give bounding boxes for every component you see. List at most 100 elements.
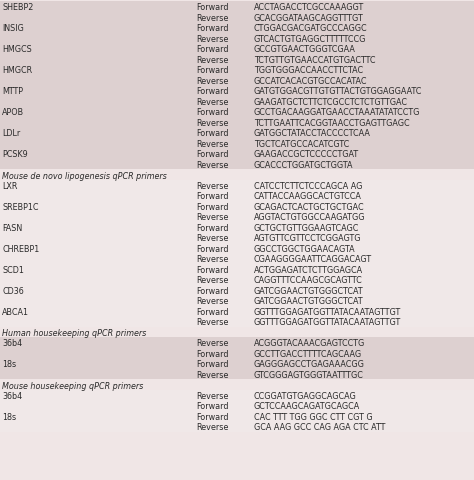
Text: CATTACCAAGGCACTGTCCA: CATTACCAAGGCACTGTCCA: [254, 192, 362, 201]
Text: Reverse: Reverse: [197, 56, 229, 65]
Text: Forward: Forward: [197, 87, 229, 96]
Text: HMGCR: HMGCR: [2, 66, 33, 75]
Text: PCSK9: PCSK9: [2, 150, 28, 159]
Text: 36b4: 36b4: [2, 338, 22, 348]
Text: Reverse: Reverse: [197, 97, 229, 107]
Text: Reverse: Reverse: [197, 391, 229, 400]
Text: Reverse: Reverse: [197, 370, 229, 379]
Text: Reverse: Reverse: [197, 119, 229, 128]
Text: ABCA1: ABCA1: [2, 307, 29, 316]
Bar: [0, 295, 474, 306]
Bar: [0, 86, 474, 96]
Text: APOB: APOB: [2, 108, 25, 117]
Bar: [0, 23, 474, 34]
Text: TCTGTTGTGAACCATGTGACTTC: TCTGTTGTGAACCATGTGACTTC: [254, 56, 375, 65]
Text: GCTGCTGTTGGAAGTCAGC: GCTGCTGTTGGAAGTCAGC: [254, 223, 359, 232]
Text: Reverse: Reverse: [197, 160, 229, 169]
Text: Reverse: Reverse: [197, 181, 229, 191]
Text: Forward: Forward: [197, 349, 229, 358]
Text: Forward: Forward: [197, 244, 229, 253]
Text: GCA AAG GCC CAG AGA CTC ATT: GCA AAG GCC CAG AGA CTC ATT: [254, 422, 385, 432]
Text: Reverse: Reverse: [197, 276, 229, 285]
Text: Forward: Forward: [197, 3, 229, 12]
Text: Forward: Forward: [197, 401, 229, 410]
Text: Forward: Forward: [197, 24, 229, 33]
Text: GGCCTGGCTGGAACAGTA: GGCCTGGCTGGAACAGTA: [254, 244, 355, 253]
Text: CHREBP1: CHREBP1: [2, 244, 40, 253]
Bar: [0, 75, 474, 86]
Text: Forward: Forward: [197, 203, 229, 211]
Text: Reverse: Reverse: [197, 338, 229, 348]
Text: 36b4: 36b4: [2, 391, 22, 400]
Bar: [0, 212, 474, 222]
Bar: [0, 12, 474, 23]
Text: CTGGACGACGATGCCCAGGC: CTGGACGACGATGCCCAGGC: [254, 24, 367, 33]
Bar: [0, 316, 474, 327]
Text: Forward: Forward: [197, 286, 229, 295]
Text: GGTTTGGAGATGGTTATACAATAGTTGT: GGTTTGGAGATGGTTATACAATAGTTGT: [254, 318, 401, 326]
Text: GATGGCTATACCTACCCCTCAA: GATGGCTATACCTACCCCTCAA: [254, 129, 371, 138]
Text: ACGGGTACAAACGAGTCCTG: ACGGGTACAAACGAGTCCTG: [254, 338, 365, 348]
Text: GCCTGACAAGGATGAACCTAAATATATCCTG: GCCTGACAAGGATGAACCTAAATATATCCTG: [254, 108, 420, 117]
Text: 18s: 18s: [2, 412, 17, 421]
Bar: [0, 117, 474, 128]
Text: Reverse: Reverse: [197, 297, 229, 306]
Bar: [0, 201, 474, 212]
Bar: [0, 149, 474, 159]
Bar: [0, 96, 474, 107]
Text: GCAGACTCACTGCTGCTGAC: GCAGACTCACTGCTGCTGAC: [254, 203, 364, 211]
Text: SCD1: SCD1: [2, 265, 24, 274]
Text: INSIG: INSIG: [2, 24, 24, 33]
Bar: [0, 285, 474, 295]
Text: Mouse housekeeping qPCR primers: Mouse housekeeping qPCR primers: [2, 381, 144, 390]
Bar: [0, 275, 474, 285]
Text: CCGGATGTGAGGCAGCAG: CCGGATGTGAGGCAGCAG: [254, 391, 356, 400]
Text: GAGGGAGCCTGAGAAACGG: GAGGGAGCCTGAGAAACGG: [254, 360, 365, 369]
Text: Forward: Forward: [197, 150, 229, 159]
Text: GTCGGGAGTGGGTAATTTGC: GTCGGGAGTGGGTAATTTGC: [254, 370, 364, 379]
Text: TGGTGGGACCAACCTTCTAC: TGGTGGGACCAACCTTCTAC: [254, 66, 363, 75]
Text: GCACGGATAAGCAGGTTTGT: GCACGGATAAGCAGGTTTGT: [254, 14, 364, 23]
Text: GATGTGGACGTTGTGTTACTGTGGAGGAATC: GATGTGGACGTTGTGTTACTGTGGAGGAATC: [254, 87, 422, 96]
Text: Forward: Forward: [197, 360, 229, 369]
Text: GAAGATGCTCTTCTCGCCTCTCTGTTGAC: GAAGATGCTCTTCTCGCCTCTCTGTTGAC: [254, 97, 408, 107]
Text: AGTGTTCGTTCCTCGGAGTG: AGTGTTCGTTCCTCGGAGTG: [254, 234, 361, 243]
Text: Reverse: Reverse: [197, 422, 229, 432]
Bar: [0, 421, 474, 432]
Text: Reverse: Reverse: [197, 234, 229, 243]
Bar: [0, 54, 474, 65]
Bar: [0, 264, 474, 275]
Text: Reverse: Reverse: [197, 318, 229, 326]
Text: CAC TTT TGG GGC CTT CGT G: CAC TTT TGG GGC CTT CGT G: [254, 412, 372, 421]
Text: LXR: LXR: [2, 181, 18, 191]
Text: GGTTTGGAGATGGTTATACAATAGTTGT: GGTTTGGAGATGGTTATACAATAGTTGT: [254, 307, 401, 316]
Text: ACCTAGACCTCGCCAAAGGT: ACCTAGACCTCGCCAAAGGT: [254, 3, 364, 12]
Text: FASN: FASN: [2, 223, 23, 232]
Bar: [0, 138, 474, 149]
Text: GCACCCTGGATGCTGGTA: GCACCCTGGATGCTGGTA: [254, 160, 353, 169]
Text: Reverse: Reverse: [197, 213, 229, 222]
Text: TCTTGAATTCACGGTAACCTGAGTTGAGC: TCTTGAATTCACGGTAACCTGAGTTGAGC: [254, 119, 409, 128]
Text: Forward: Forward: [197, 307, 229, 316]
Text: Reverse: Reverse: [197, 35, 229, 44]
Text: Forward: Forward: [197, 265, 229, 274]
Text: TGCTCATGCCACATCGTC: TGCTCATGCCACATCGTC: [254, 140, 349, 148]
Text: Forward: Forward: [197, 108, 229, 117]
Bar: [0, 159, 474, 169]
Text: SHEBP2: SHEBP2: [2, 3, 34, 12]
Text: GTCACTGTGAGGCTTTTTCCG: GTCACTGTGAGGCTTTTTCCG: [254, 35, 366, 44]
Text: GCCTTGACCTTTTCAGCAAG: GCCTTGACCTTTTCAGCAAG: [254, 349, 362, 358]
Bar: [0, 348, 474, 358]
Text: Forward: Forward: [197, 129, 229, 138]
Text: 18s: 18s: [2, 360, 17, 369]
Bar: [0, 128, 474, 138]
Text: AGGTACTGTGGCCAAGATGG: AGGTACTGTGGCCAAGATGG: [254, 213, 365, 222]
Bar: [0, 411, 474, 421]
Text: Human housekeeping qPCR primers: Human housekeeping qPCR primers: [2, 328, 146, 337]
Text: CD36: CD36: [2, 286, 24, 295]
Text: Forward: Forward: [197, 192, 229, 201]
Text: CGAAGGGGAATTCAGGACAGT: CGAAGGGGAATTCAGGACAGT: [254, 255, 372, 264]
Bar: [0, 2, 474, 12]
Bar: [0, 34, 474, 44]
Text: GATCGGAACTGTGGGCTCAT: GATCGGAACTGTGGGCTCAT: [254, 297, 363, 306]
